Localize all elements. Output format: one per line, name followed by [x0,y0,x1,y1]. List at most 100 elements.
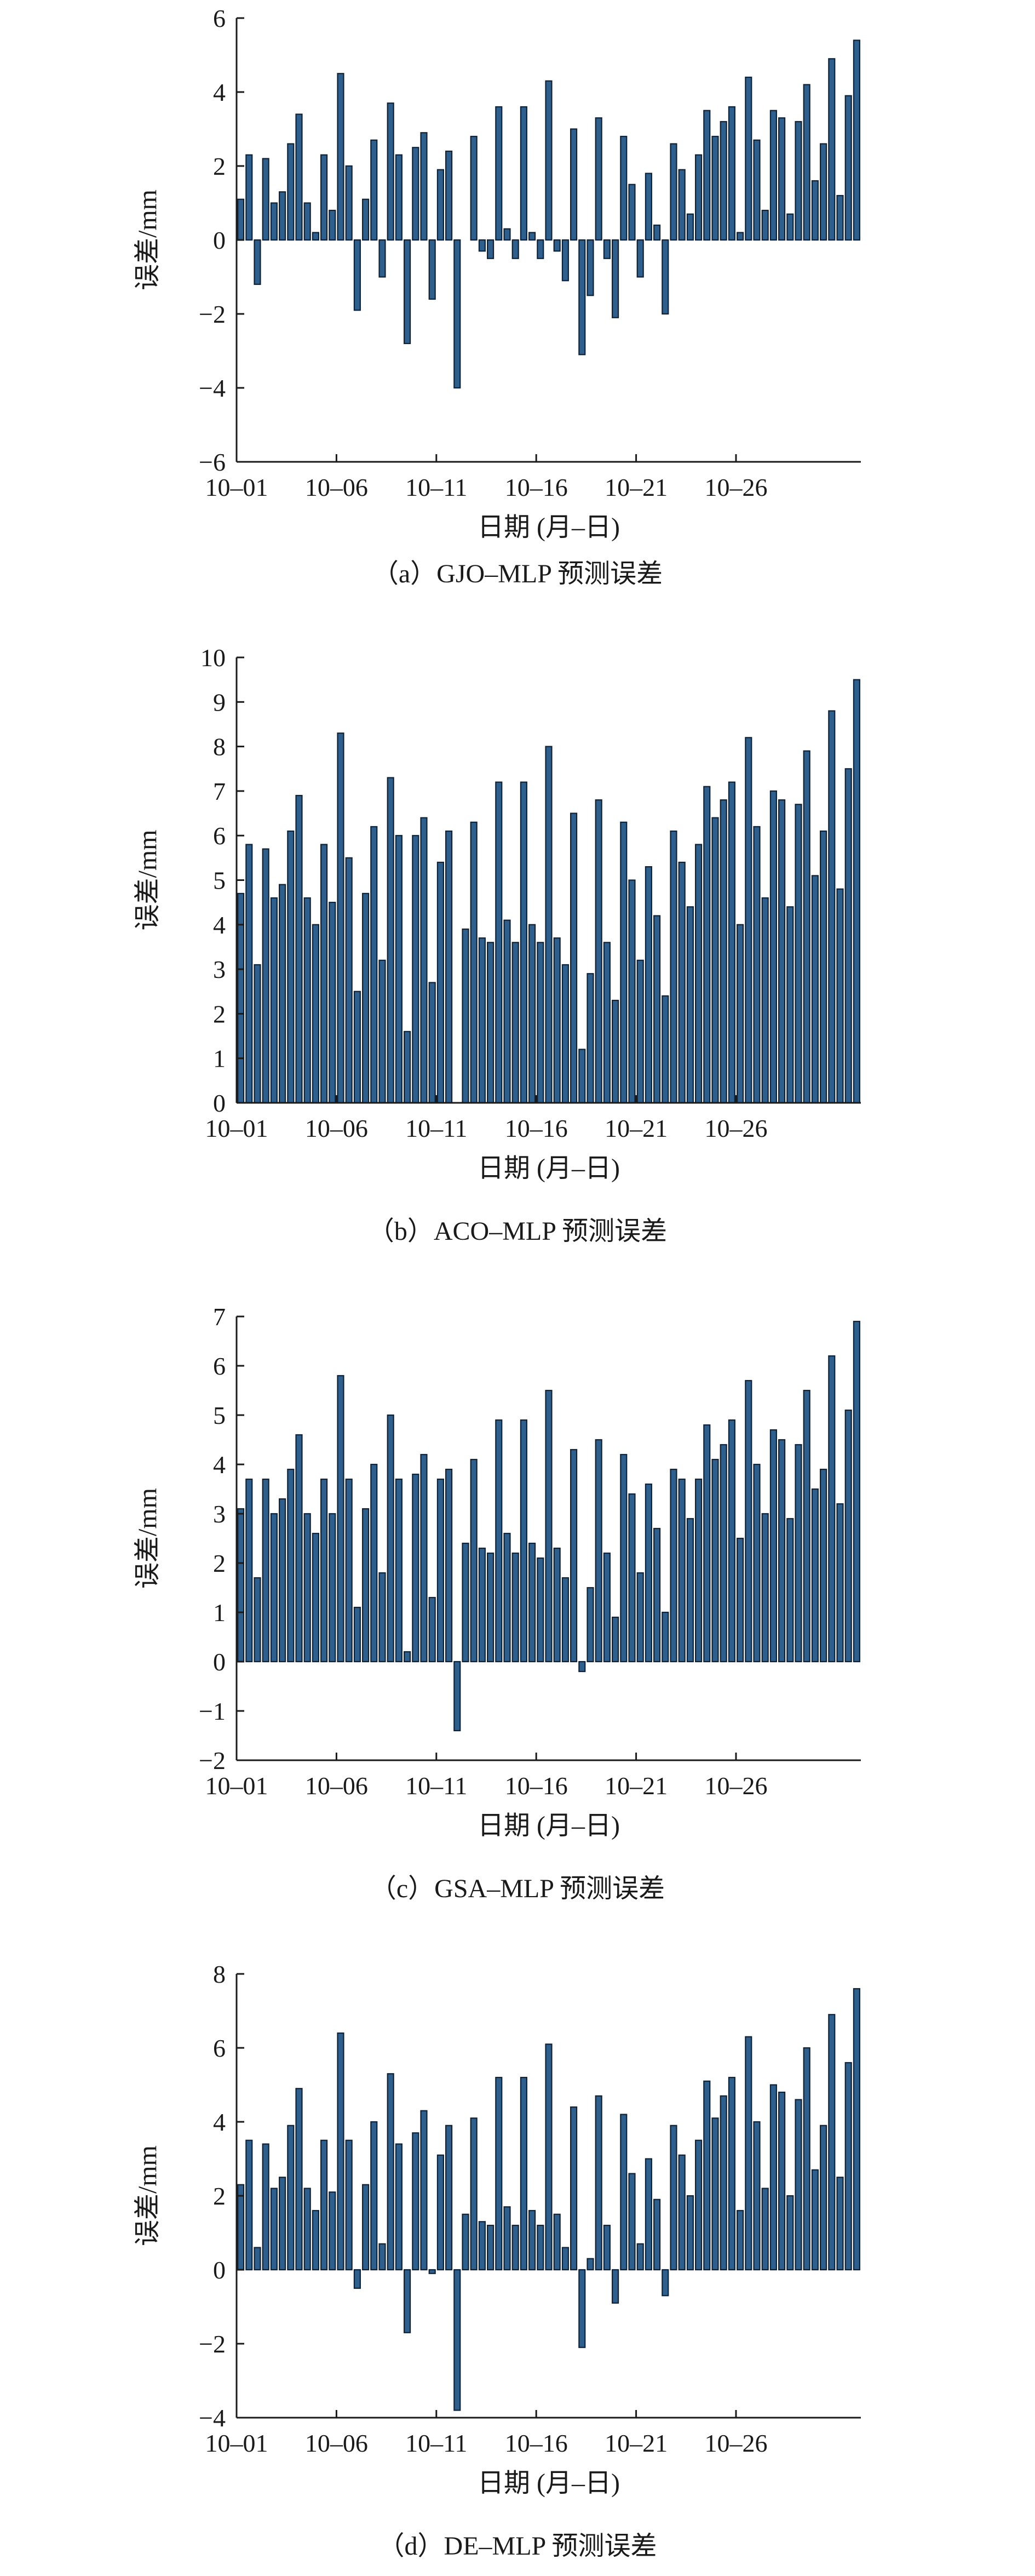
bar [378,959,386,1104]
bar [612,239,619,318]
y-axis-label: 误差/mm [133,190,162,290]
bar [645,1483,652,1663]
bar [537,1557,544,1663]
bar [737,924,744,1104]
bar [728,781,735,1104]
bar [337,2032,344,2271]
x-tick-label: 10–01 [205,2429,268,2457]
y-tick-label: −2 [199,300,226,328]
bar [844,768,852,1104]
bar [803,1389,810,1663]
bar [262,1478,269,1663]
bar [761,897,769,1104]
bar [329,902,336,1104]
bar [678,169,686,241]
bar [362,198,370,241]
y-tick-label: 2 [213,2182,226,2210]
bar [237,198,245,241]
bar [737,1537,744,1663]
y-tick-label: 1 [213,1045,226,1073]
bar [329,1513,336,1663]
bar [462,1542,469,1663]
bar [345,165,353,241]
x-tick-label: 10–11 [405,473,467,501]
bar [270,1513,278,1663]
bar [511,2224,519,2271]
bar [395,1478,403,1663]
bar [462,2213,469,2271]
bar [395,154,403,241]
bar [404,1651,411,1663]
y-tick-label: 6 [213,1352,226,1380]
bar [603,942,611,1104]
bar [636,239,644,278]
bar [737,2209,744,2271]
bar [520,106,527,241]
bar [478,2221,486,2271]
bar [262,2143,269,2271]
bar [270,202,278,241]
bar [353,2269,361,2289]
bar [337,73,344,241]
bar [778,1439,786,1663]
bar [528,232,536,241]
bar [503,919,511,1104]
bar [686,1518,694,1663]
bar [745,737,752,1104]
bar [404,239,411,345]
bar [603,239,611,259]
bar [728,1419,735,1663]
bar [578,239,586,356]
bar [254,2247,261,2271]
bar [703,110,711,241]
bar [570,2106,578,2271]
bar [811,180,819,241]
x-axis-label: 日期 (月–日) [478,513,620,542]
bar [478,937,486,1104]
chart-caption: （b）ACO–MLP 预测误差 [368,1217,667,1246]
bar [478,1547,486,1663]
bar [586,2258,594,2271]
bar [503,228,511,241]
bar [795,2099,802,2271]
bar [612,2269,619,2304]
bar [795,804,802,1104]
bar [412,1473,419,1663]
bar [362,1508,370,1663]
y-axis-label: 误差/mm [133,2145,162,2246]
bar [628,879,636,1104]
bar [686,2195,694,2271]
bar [478,239,486,252]
bar [620,2114,628,2271]
bar [545,1389,553,1663]
y-axis-label: 误差/mm [133,829,162,930]
bar [387,102,394,241]
bar [620,135,628,241]
bar [820,143,827,241]
y-tick-label: 6 [213,2034,226,2062]
bar [445,2125,453,2271]
bar [595,2095,602,2271]
bar [370,139,378,241]
bar [428,239,436,300]
bar [511,239,519,259]
bar [545,746,553,1104]
bar [703,2080,711,2271]
x-tick-label: 10–06 [305,2429,368,2457]
bar [745,76,752,241]
bar [545,2043,553,2271]
bar [686,213,694,241]
bar [387,1414,394,1663]
bar [761,1513,769,1663]
bar [803,750,810,1104]
bar [262,158,269,241]
bar [836,888,844,1104]
bar [586,239,594,296]
y-tick-label: 8 [213,733,226,761]
bar [662,995,669,1104]
bar [270,2188,278,2271]
bar [795,1444,802,1663]
bar [620,1453,628,1663]
y-tick-label: 6 [213,822,226,850]
bar [828,710,836,1104]
